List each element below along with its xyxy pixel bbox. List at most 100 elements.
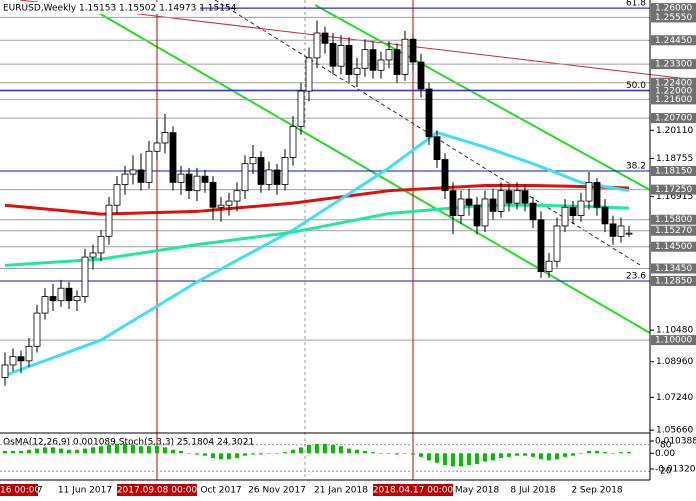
candle-body (49, 296, 57, 302)
candle-body (273, 169, 281, 185)
osma-bar (435, 453, 439, 463)
candle-body (441, 159, 449, 192)
x-tick-label: 2017.09.08 00:00 (117, 486, 198, 496)
candle-body (9, 356, 17, 366)
level-label-bg (651, 3, 696, 14)
osma-bar (339, 446, 343, 454)
candle-body (41, 296, 49, 314)
x-tick-label: 2018.04.17 00:00 (373, 486, 454, 496)
fib-label: 23.6 (626, 271, 646, 281)
y-tick-label: 1.08960 (656, 357, 693, 367)
osma-bar (51, 447, 55, 454)
osma-bar (443, 453, 447, 466)
osma-bar (123, 443, 127, 454)
moving-average (4, 183, 630, 216)
candle-body (401, 38, 409, 75)
x-tick-label: May 2018 (455, 486, 500, 496)
channel-line (84, 4, 651, 334)
channel-line (314, 4, 651, 191)
candle-body (177, 173, 185, 183)
osma-bar (427, 453, 431, 461)
x-tick-label: 2 Sep 2018 (571, 486, 623, 496)
candle-body (121, 173, 129, 185)
x-tick-label: 8 Jul 2018 (510, 486, 555, 496)
x-tick-label: Oct 2017 (200, 486, 241, 496)
fib-label: 61.8 (626, 0, 646, 9)
osma-bar (395, 453, 399, 455)
osma-bar (211, 453, 215, 459)
level-label: 1.21600 (655, 95, 692, 105)
level-label-bg (651, 35, 696, 46)
level-label: 1.15800 (655, 215, 692, 225)
osma-bar (259, 453, 263, 455)
candle-body (545, 260, 553, 273)
candle-body (601, 206, 609, 225)
osma-bar (267, 453, 271, 454)
candle-body (305, 57, 313, 92)
osma-bar (131, 445, 135, 454)
candle-body (465, 198, 473, 206)
y-tick-label: 1.10480 (656, 326, 693, 336)
osma-bar (587, 450, 591, 454)
candle-body (105, 204, 113, 237)
y-tick-label: 1.20110 (656, 126, 693, 136)
osma-bar (483, 453, 487, 462)
candle-body (33, 312, 41, 347)
osma-bar (291, 449, 295, 454)
candle-body (321, 32, 329, 44)
candle-body (169, 132, 177, 183)
osma-bar (147, 446, 151, 454)
candle-body (233, 190, 241, 202)
candle-body (257, 157, 265, 185)
candle-body (137, 169, 145, 183)
candle-body (249, 157, 257, 165)
osma-bar (531, 453, 535, 457)
level-label: 1.22000 (655, 87, 692, 97)
level-label-bg (651, 94, 696, 105)
osma-bar (275, 453, 279, 454)
candle-body (345, 45, 353, 75)
candle-body (553, 225, 561, 262)
osma-bar (243, 453, 247, 456)
candle-body (529, 202, 537, 221)
candle-body (369, 49, 377, 71)
level-label: 1.25550 (655, 13, 692, 23)
osma-bar (59, 448, 63, 454)
osma-bar (315, 443, 319, 454)
osma-bar (619, 452, 623, 454)
candle-body (385, 49, 393, 61)
osma-bar (539, 453, 543, 460)
level-label: 1.10000 (655, 336, 692, 346)
level-label: 1.20700 (655, 114, 692, 124)
level-label: 1.26000 (655, 4, 692, 14)
candle-body (481, 198, 489, 227)
candle-body (217, 204, 225, 208)
osma-bar (459, 453, 463, 467)
candle-body (585, 181, 593, 202)
x-tick-label: 26 Nov 2017 (248, 486, 306, 496)
level-label-bg (651, 113, 696, 124)
osma-bar (187, 453, 191, 454)
candle-body (609, 223, 617, 237)
date-label-bg (117, 484, 197, 496)
osma-bar (451, 453, 455, 467)
osma-bar (379, 453, 383, 454)
candle-body (417, 61, 425, 90)
osma-bar (99, 446, 103, 454)
osma-bar (627, 452, 631, 454)
stoch-tick-label: 20 (660, 467, 672, 477)
osma-bar (515, 453, 519, 456)
level-label: 1.14500 (655, 242, 692, 252)
level-label-bg (651, 335, 696, 346)
osma-bar (235, 453, 239, 459)
x-tick-label: 16 00:00 (0, 486, 41, 496)
date-label-bg (0, 484, 38, 496)
candle-body (241, 163, 249, 192)
osma-bar (27, 449, 31, 454)
osma-bar (331, 445, 335, 454)
osma-bar (35, 448, 39, 454)
osma-bar (179, 450, 183, 454)
osma-bar (507, 453, 511, 457)
